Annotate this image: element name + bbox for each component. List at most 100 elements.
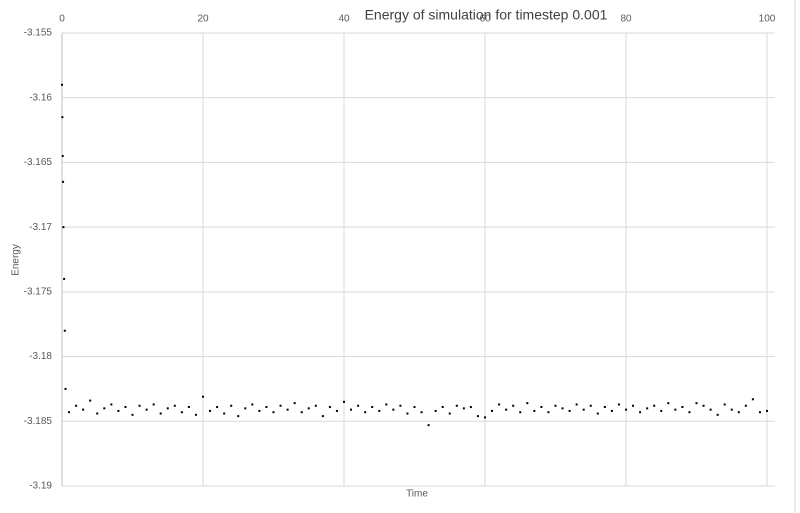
point: [96, 412, 99, 415]
point: [484, 416, 486, 419]
point: [766, 409, 768, 412]
y-tick-label: -3.19: [29, 481, 52, 492]
point: [476, 415, 479, 418]
point: [561, 407, 564, 410]
point: [89, 399, 92, 402]
y-tick-label: -3.18: [29, 351, 52, 362]
point: [617, 403, 620, 406]
point: [751, 398, 754, 401]
point: [328, 406, 331, 409]
x-tick-label: 60: [479, 14, 491, 25]
point: [758, 411, 761, 414]
point: [582, 408, 585, 411]
point: [385, 403, 388, 406]
point: [519, 411, 522, 414]
y-tick-label: -3.165: [24, 157, 53, 168]
point: [491, 409, 494, 412]
point: [596, 412, 599, 415]
point: [62, 180, 65, 183]
point: [82, 408, 85, 411]
point: [63, 329, 66, 332]
point: [61, 154, 64, 157]
point: [646, 407, 649, 410]
x-tick-label: 80: [620, 14, 632, 25]
point: [62, 226, 65, 229]
point: [335, 409, 338, 412]
point: [251, 403, 254, 406]
point: [159, 412, 162, 415]
point: [279, 404, 282, 407]
point: [448, 412, 451, 415]
point: [512, 404, 515, 407]
point: [307, 407, 310, 410]
point: [321, 415, 324, 418]
point: [540, 406, 543, 409]
point: [568, 409, 571, 412]
point: [455, 404, 458, 407]
point: [378, 409, 381, 412]
point: [709, 408, 712, 411]
x-tick-label: 100: [759, 14, 776, 25]
point: [427, 424, 430, 427]
point: [194, 413, 197, 416]
point: [63, 277, 66, 280]
point: [603, 406, 606, 409]
point: [469, 406, 472, 409]
point: [681, 406, 684, 409]
point: [625, 408, 627, 411]
point: [138, 404, 141, 407]
y-tick-label: -3.175: [24, 286, 53, 297]
point: [702, 404, 705, 407]
point: [526, 402, 529, 405]
point: [589, 404, 592, 407]
point: [300, 411, 303, 414]
point: [258, 409, 261, 412]
y-axis-title: Energy: [11, 244, 22, 276]
point: [653, 404, 656, 407]
point: [357, 404, 360, 407]
point: [441, 406, 444, 409]
y-tick-label: -3.16: [29, 92, 52, 103]
point: [265, 406, 268, 409]
point: [209, 409, 212, 412]
x-tick-label: 40: [338, 14, 350, 25]
point: [723, 403, 726, 406]
point: [364, 411, 367, 414]
point: [145, 408, 148, 411]
point: [223, 412, 226, 415]
point: [350, 408, 353, 411]
point: [547, 411, 550, 414]
point: [695, 402, 698, 405]
point: [286, 408, 289, 411]
point: [103, 407, 106, 410]
point: [737, 411, 740, 414]
point: [413, 406, 416, 409]
point: [272, 411, 275, 414]
x-axis-title: Time: [406, 489, 428, 500]
point: [64, 387, 67, 390]
point: [660, 409, 663, 412]
point: [716, 413, 719, 416]
point: [314, 404, 317, 407]
point: [61, 83, 63, 86]
point: [117, 409, 120, 412]
point: [61, 116, 64, 119]
point: [498, 403, 501, 406]
x-tick-label: 20: [197, 14, 209, 25]
point: [639, 411, 642, 414]
point: [462, 407, 465, 410]
point: [180, 411, 183, 414]
point: [202, 395, 204, 398]
point: [420, 411, 423, 414]
point: [730, 408, 733, 411]
point: [632, 404, 635, 407]
point: [124, 406, 127, 409]
point: [237, 415, 240, 418]
chart-title: Energy of simulation for timestep 0.001: [365, 7, 608, 23]
point: [244, 407, 247, 410]
point: [434, 409, 437, 412]
x-tick-label: 0: [59, 14, 65, 25]
point: [744, 404, 747, 407]
y-tick-label: -3.185: [24, 416, 53, 427]
